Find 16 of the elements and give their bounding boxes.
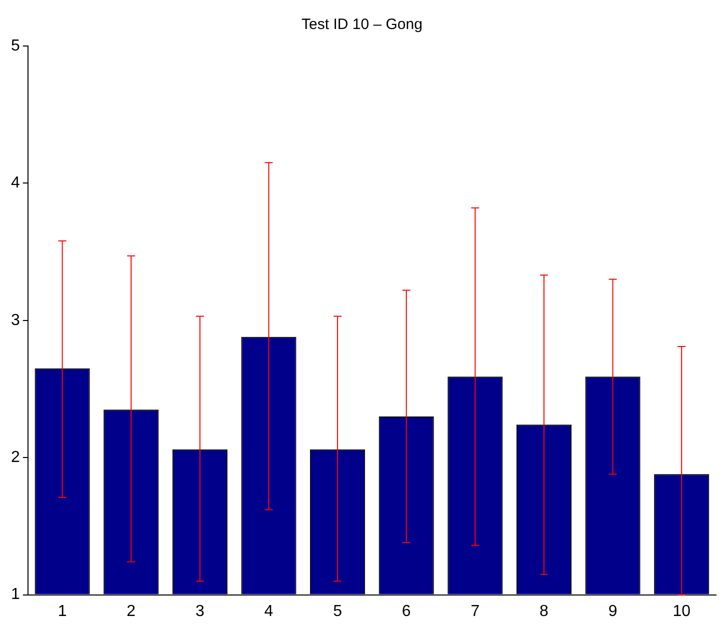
x-tick-label: 4 — [264, 602, 274, 620]
chart-title: Test ID 10 – Gong — [302, 16, 422, 34]
y-tick-label: 5 — [10, 37, 20, 54]
x-tick-label: 5 — [333, 602, 342, 620]
x-tick-label: 8 — [540, 602, 549, 620]
x-tick-label: 9 — [608, 602, 618, 620]
x-tick-label: 2 — [126, 602, 136, 620]
x-tick-label: 1 — [58, 602, 67, 620]
y-tick-label: 3 — [10, 312, 20, 329]
x-tick-label: 3 — [195, 602, 204, 620]
y-tick-label: 1 — [10, 586, 20, 604]
y-tick-label: 2 — [10, 449, 20, 466]
x-tick-label: 10 — [672, 602, 691, 620]
x-tick-label: 7 — [470, 602, 480, 620]
x-tick-label: 6 — [402, 602, 411, 620]
y-tick-label: 4 — [10, 174, 20, 192]
